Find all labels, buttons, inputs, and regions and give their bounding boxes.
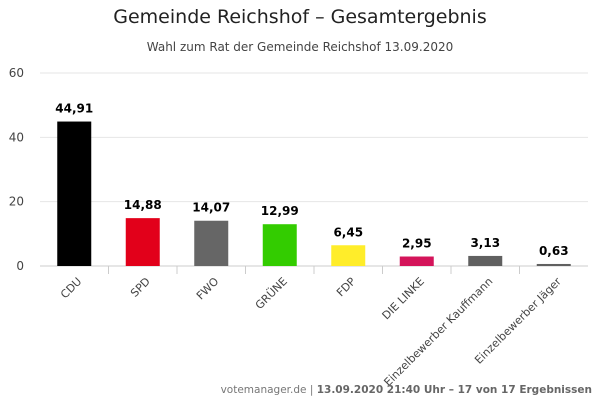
data-label: 0,63 — [539, 244, 569, 258]
data-label: 2,95 — [402, 237, 432, 251]
data-label: 12,99 — [261, 204, 299, 218]
chart-subtitle: Wahl zum Rat der Gemeinde Reichshof 13.0… — [146, 40, 454, 54]
bar[interactable] — [194, 220, 229, 266]
data-label: 3,13 — [470, 236, 500, 250]
footer-credit: votemanager.de | 13.09.2020 21:40 Uhr – … — [221, 384, 592, 396]
chart-title: Gemeinde Reichshof – Gesamtergebnis — [113, 6, 487, 28]
data-label: 6,45 — [333, 225, 363, 239]
data-label: 14,07 — [192, 201, 230, 215]
x-tick-label: FWO — [194, 275, 222, 303]
x-tick-label: DIE LINKE — [380, 275, 427, 322]
footer-source[interactable]: votemanager.de — [220, 384, 307, 396]
bar[interactable] — [399, 256, 434, 266]
y-tick-label: 0 — [16, 259, 24, 273]
footer-info: 13.09.2020 21:40 Uhr – 17 von 17 Ergebni… — [316, 384, 592, 396]
y-tick-label: 40 — [9, 130, 24, 144]
bar[interactable] — [57, 121, 92, 267]
y-tick-label: 20 — [9, 195, 24, 209]
bar[interactable] — [125, 218, 160, 266]
data-label: 44,91 — [55, 102, 93, 116]
grid-lines — [40, 72, 588, 267]
y-axis-ticks: 0 20 40 60 — [9, 66, 24, 273]
value-labels: 44,91 14,88 14,07 12,99 6,45 2,95 3,13 0,63 — [55, 102, 568, 258]
y-tick-label: 60 — [9, 66, 24, 80]
bar[interactable] — [536, 263, 571, 266]
x-tick-label: SPD — [128, 275, 153, 300]
x-tick-label: CDU — [58, 275, 84, 301]
bars — [57, 121, 571, 267]
x-axis-ticks: CDU SPD FWO GRÜNE FDP DIE LINKEEinzelbewerber… — [58, 266, 564, 389]
bar[interactable] — [468, 255, 503, 266]
footer-separator: | — [306, 384, 317, 396]
x-tick-label: Einzelbewerber Kauffmann — [381, 275, 495, 389]
bar[interactable] — [331, 245, 366, 266]
x-tick-label: GRÜNE — [253, 275, 290, 312]
bar[interactable] — [262, 224, 297, 266]
data-label: 14,88 — [124, 198, 162, 212]
x-tick-label: FDP — [334, 275, 359, 300]
